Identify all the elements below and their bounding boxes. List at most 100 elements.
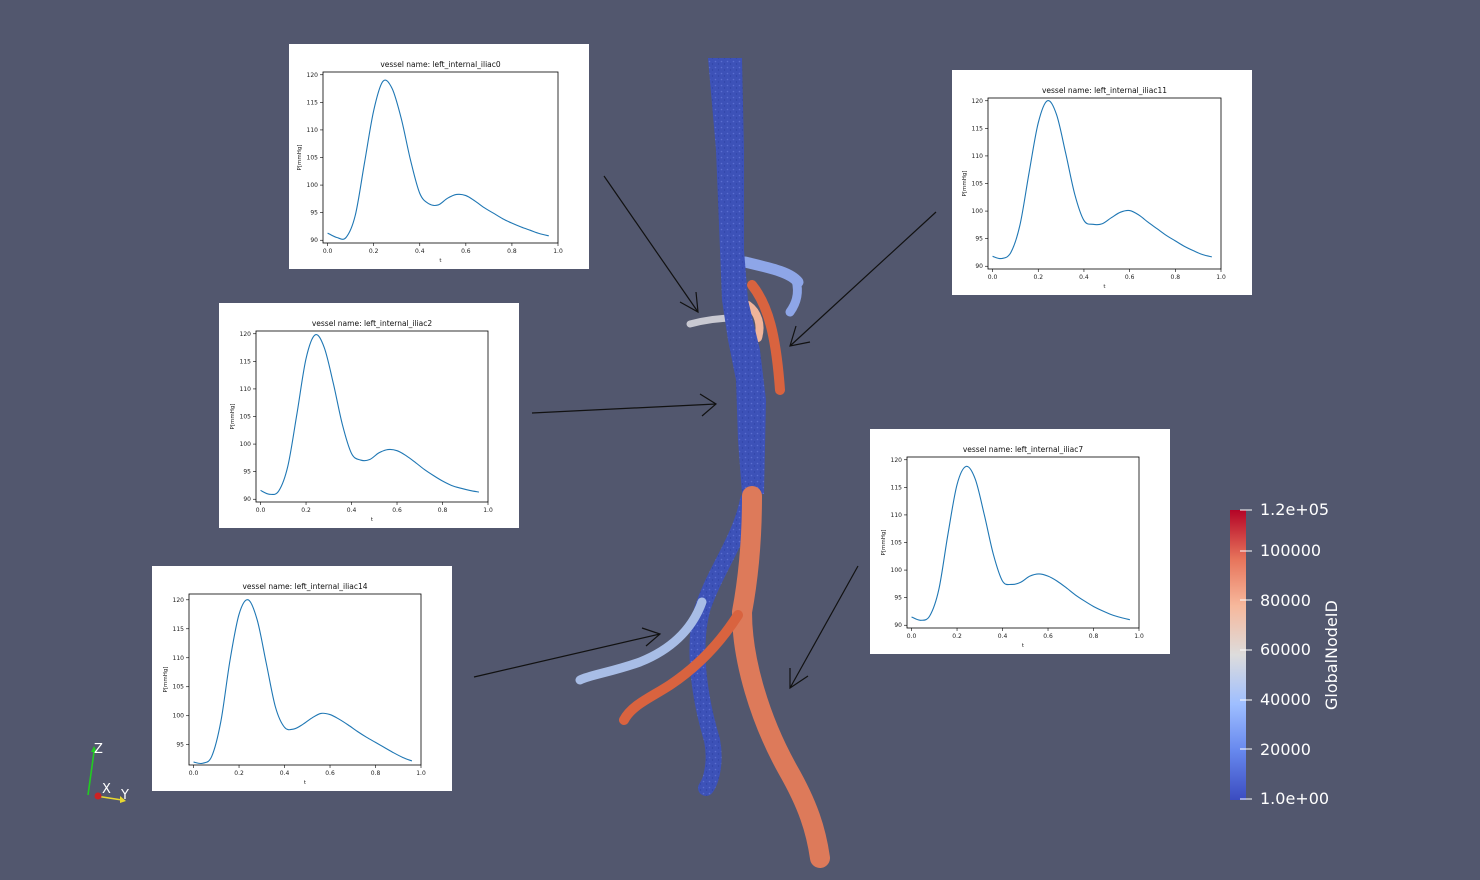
orientation-label-z: Z — [94, 742, 103, 757]
colorbar-label-80000: 80000 — [1260, 591, 1311, 610]
y-tick-label: 95 — [894, 595, 902, 602]
plot-panel-iliac2: vessel name: left_internal_iliac2 0.0 0.2 0… — [219, 303, 519, 528]
plot-frame — [322, 71, 559, 244]
y-axis-label: P[mmHg] — [163, 667, 169, 693]
x-axis-label: t — [1022, 643, 1025, 649]
x-tick-label: 0.8 — [1171, 274, 1181, 281]
y-tick-label: 115 — [173, 626, 185, 633]
pressure-series-line — [260, 334, 480, 496]
pressure-series-line — [327, 79, 549, 240]
plot-panel-iliac14: vessel name: left_internal_iliac14 0.0 0.2… — [152, 566, 452, 791]
y-tick-label: 90 — [243, 496, 251, 503]
chart-title: vessel name: left_internal_iliac0 — [380, 60, 501, 69]
chart-title: vessel name: left_internal_iliac2 — [312, 319, 433, 328]
colorbar-label-20000: 20000 — [1260, 740, 1311, 759]
x-tick-label: 0.4 — [1079, 274, 1089, 281]
y-tick-label: 115 — [307, 99, 319, 106]
arrow-iliac14 — [473, 627, 662, 678]
x-tick-label: 1.0 — [416, 770, 426, 777]
x-axis-label: t — [439, 258, 442, 264]
chart-title: vessel name: left_internal_iliac11 — [1042, 86, 1167, 95]
vessel-branch-upper-right-orange[interactable] — [747, 280, 785, 395]
x-tick-label: 0.4 — [415, 248, 425, 255]
pressure-series-line — [992, 100, 1212, 260]
y-tick-label: 100 — [972, 208, 984, 215]
colorbar-label-max: 1.2e+05 — [1260, 500, 1330, 519]
vessel-lightblue-branch[interactable] — [575, 597, 707, 685]
orientation-axes[interactable] — [87, 746, 126, 803]
plot-panel-iliac11: vessel name: left_internal_iliac11 0.0 0.2… — [952, 70, 1252, 295]
y-tick-label: 105 — [307, 155, 319, 162]
x-tick-label: 0.2 — [301, 507, 311, 514]
y-tick-label: 110 — [972, 153, 984, 160]
vessel-branch-upper-right-blue[interactable] — [739, 256, 804, 288]
y-tick-label: 120 — [307, 72, 319, 79]
y-axis-label: P[mmHg] — [230, 404, 236, 430]
y-tick-label: 100 — [240, 441, 252, 448]
y-tick-label: 110 — [891, 512, 903, 519]
x-tick-label: 1.0 — [483, 507, 493, 514]
x-tick-label: 0.0 — [323, 248, 333, 255]
x-tick-label: 0.0 — [256, 507, 266, 514]
vessel-branch-upper-right-blue-2[interactable] — [785, 275, 802, 317]
line-chart-iliac14: vessel name: left_internal_iliac14 0.0 0.2… — [163, 582, 426, 786]
y-tick-label: 95 — [176, 742, 184, 749]
y-tick-label: 105 — [891, 540, 903, 547]
x-tick-label: 1.0 — [553, 248, 563, 255]
x-tick-label: 0.2 — [952, 633, 962, 640]
x-tick-label: 0.6 — [1125, 274, 1135, 281]
line-chart-iliac2: vessel name: left_internal_iliac2 0.0 0.2 0… — [230, 319, 493, 523]
vessel-orange-trunk[interactable] — [731, 486, 830, 868]
y-tick-label: 105 — [173, 684, 185, 691]
y-tick-label: 100 — [891, 567, 903, 574]
vessel-model[interactable] — [575, 58, 830, 868]
y-tick-label: 105 — [972, 181, 984, 188]
annotation-arrows — [473, 175, 937, 690]
y-tick-label: 100 — [307, 182, 319, 189]
arrow-iliac2 — [531, 393, 718, 417]
colorbar-gradient — [1230, 510, 1246, 800]
x-tick-label: 0.2 — [234, 770, 244, 777]
y-tick-label: 110 — [307, 127, 319, 134]
x-tick-label: 0.6 — [392, 507, 402, 514]
chart-title: vessel name: left_internal_iliac7 — [963, 445, 1084, 454]
line-chart-iliac11: vessel name: left_internal_iliac11 0.0 0.2… — [962, 86, 1226, 290]
vessel-orange-left-branch[interactable] — [619, 610, 743, 725]
x-tick-label: 0.6 — [325, 770, 335, 777]
y-tick-label: 120 — [173, 597, 185, 604]
plot-frame — [987, 97, 1222, 270]
colorbar-label-40000: 40000 — [1260, 690, 1311, 709]
x-tick-label: 0.4 — [280, 770, 290, 777]
line-chart-iliac7: vessel name: left_internal_iliac7 0.0 0.2 0… — [881, 445, 1144, 649]
y-axis-arrow-icon — [120, 796, 126, 803]
x-tick-label: 0.8 — [507, 248, 517, 255]
chart-title: vessel name: left_internal_iliac14 — [242, 582, 367, 591]
y-axis-label: P[mmHg] — [881, 530, 887, 556]
x-tick-label: 0.0 — [988, 274, 998, 281]
colorbar-ticks — [1240, 509, 1252, 800]
y-tick-label: 120 — [891, 457, 903, 464]
x-tick-label: 0.2 — [1033, 274, 1043, 281]
colorbar-label-100000: 100000 — [1260, 541, 1322, 560]
plot-frame — [906, 456, 1140, 629]
y-tick-label: 110 — [173, 655, 185, 662]
y-tick-label: 120 — [240, 331, 252, 338]
vessel-blue-lower-branch[interactable] — [689, 492, 756, 796]
pressure-series-line — [911, 465, 1131, 621]
x-tick-label: 1.0 — [1216, 274, 1226, 281]
x-tick-label: 0.6 — [461, 248, 471, 255]
vessel-branch-upper-right-peach[interactable] — [744, 301, 764, 342]
plot-panel-iliac7: vessel name: left_internal_iliac7 0.0 0.2 0… — [870, 429, 1170, 654]
x-tick-label: 0.4 — [347, 507, 357, 514]
y-tick-label: 110 — [240, 386, 252, 393]
line-chart-iliac0: vessel name: left_internal_iliac0 0.0 0.2 0… — [297, 60, 563, 264]
vessel-main-trunk[interactable] — [708, 58, 766, 494]
y-tick-label: 90 — [310, 237, 318, 244]
x-axis-label: t — [371, 517, 374, 523]
y-tick-label: 120 — [972, 98, 984, 105]
x-tick-label: 0.6 — [1043, 633, 1053, 640]
arrow-iliac0 — [603, 175, 699, 314]
colorbar-label-min: 1.0e+00 — [1260, 789, 1330, 808]
arrow-iliac7 — [789, 565, 859, 690]
